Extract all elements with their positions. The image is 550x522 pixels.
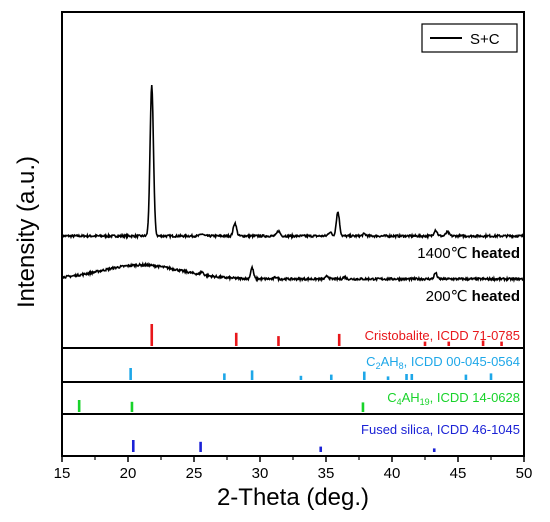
series-label-200-temp: 200℃ — [426, 288, 468, 305]
x-tick-label-30: 30 — [252, 465, 269, 482]
legend-entry: S+C — [470, 31, 500, 48]
x-axis-tick-labels: 15 20 25 30 35 40 45 50 — [54, 465, 533, 482]
series-label-1400-word: heated — [467, 245, 520, 262]
series-label-200: 200℃ heated — [426, 288, 520, 305]
x-tick-label-40: 40 — [384, 465, 401, 482]
x-axis-ticks — [61, 456, 525, 462]
x-axis-title: 2-Theta (deg.) — [217, 484, 369, 511]
ref-label-fused-silica: Fused silica, ICDD 46-1045 — [361, 422, 520, 437]
x-tick-label-50: 50 — [516, 465, 533, 482]
y-axis-title: Intensity (a.u.) — [13, 156, 40, 308]
x-tick-label-45: 45 — [450, 465, 467, 482]
reference-patterns — [77, 324, 503, 452]
x-tick-label-15: 15 — [54, 465, 71, 482]
trace-s-c-1400 — [61, 85, 525, 241]
series-label-200-word: heated — [467, 288, 520, 305]
trace-s-c-200 — [61, 261, 525, 283]
ref-label-cristobalite: Cristobalite, ICDD 71-0785 — [365, 328, 520, 343]
series-label-1400-temp: 1400℃ — [417, 245, 467, 262]
x-tick-label-20: 20 — [120, 465, 137, 482]
series-label-1400: 1400℃ heated — [417, 245, 520, 262]
x-tick-label-35: 35 — [318, 465, 335, 482]
x-tick-label-25: 25 — [186, 465, 203, 482]
ref-label-c4ah19: C4AH19, ICDD 14-0628 — [387, 390, 520, 407]
legend: S+C — [421, 23, 518, 53]
ref-label-c2ah8: C2AH8, ICDD 00-045-0564 — [366, 354, 520, 371]
